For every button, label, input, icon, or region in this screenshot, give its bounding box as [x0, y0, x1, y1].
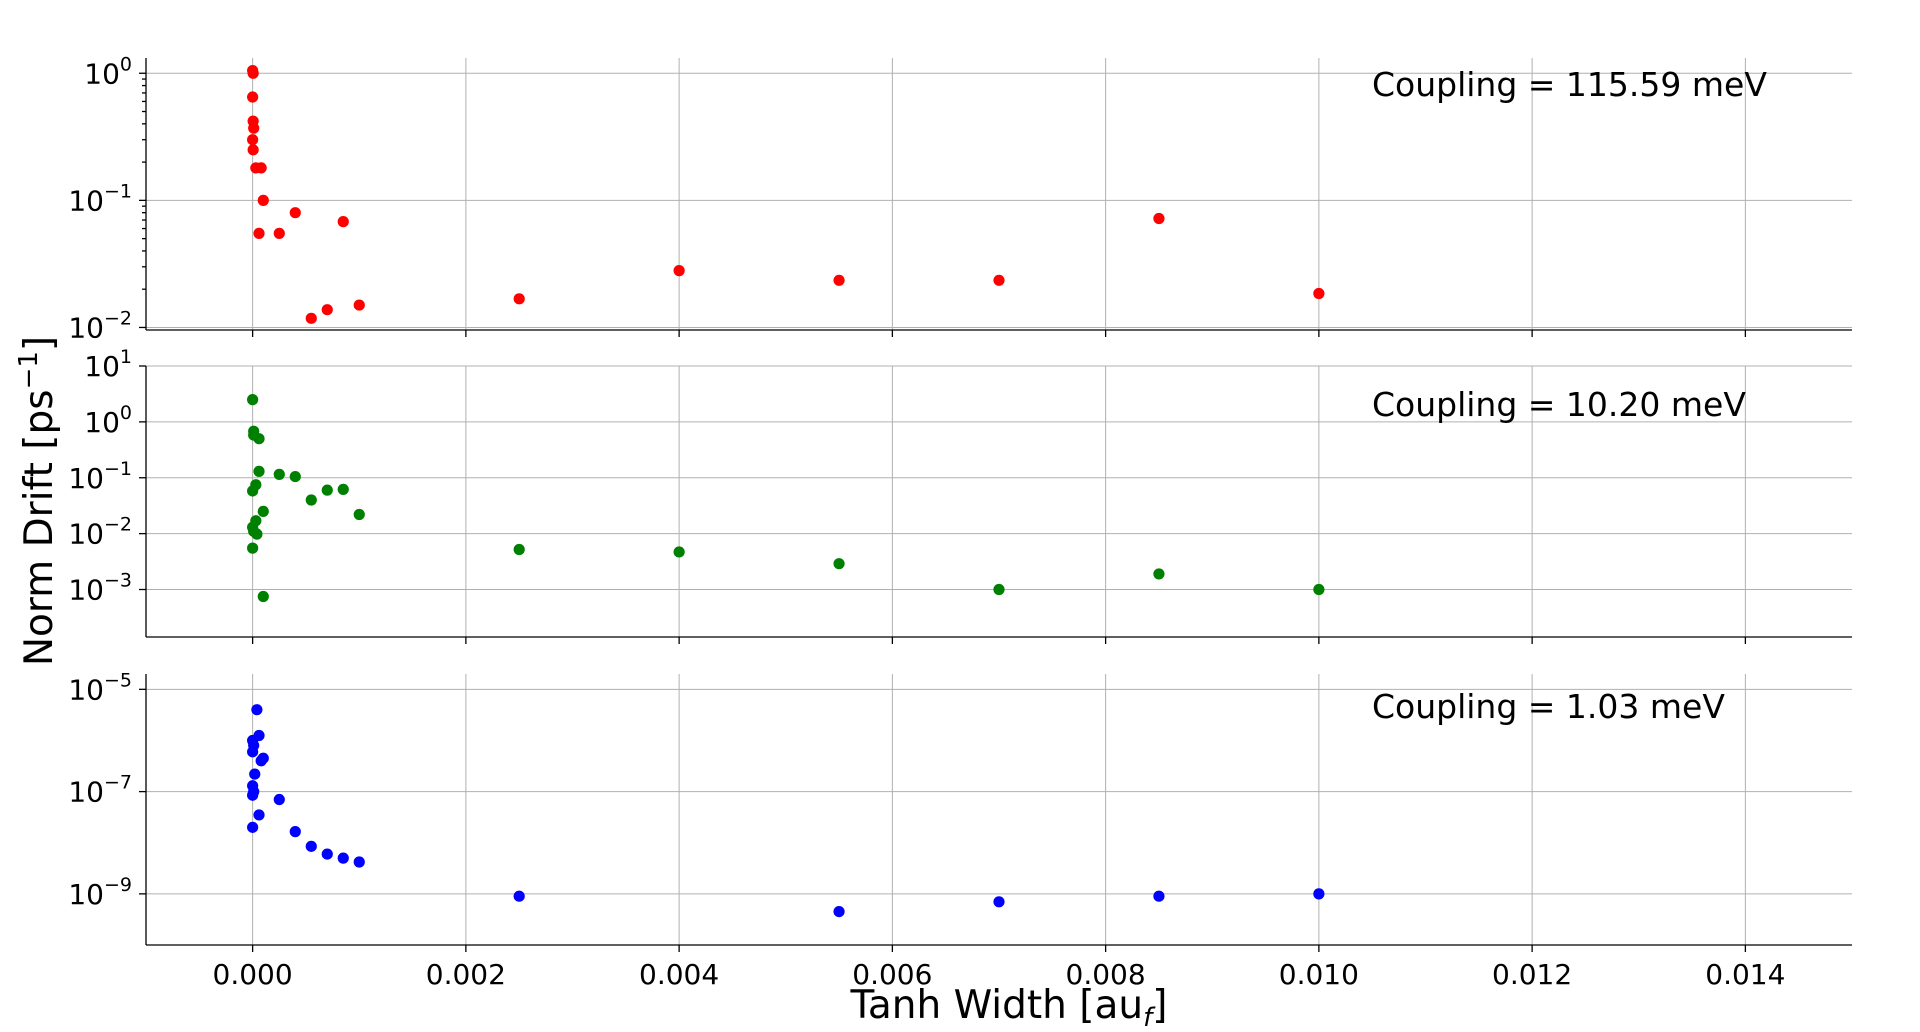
data-point — [253, 729, 265, 742]
data-point — [305, 494, 317, 506]
data-point — [353, 299, 365, 311]
y-tick-label: 10−1 — [68, 180, 132, 217]
y-tick-label: 100 — [84, 53, 132, 90]
data-point — [249, 768, 261, 780]
x-tick-label: 0.004 — [639, 958, 719, 991]
data-point — [247, 485, 259, 497]
data-point — [253, 465, 265, 477]
data-point — [251, 704, 263, 716]
x-tick-label: 0.010 — [1279, 958, 1359, 991]
data-point — [1153, 568, 1165, 580]
data-point — [247, 91, 259, 103]
data-point — [513, 543, 525, 556]
data-point — [993, 896, 1005, 908]
data-point — [337, 852, 349, 864]
data-point — [255, 162, 267, 174]
coupling-annotation: Coupling = 115.59 meV — [1372, 65, 1767, 104]
y-axis-label: Norm Drift [ps−1] — [14, 336, 62, 666]
x-tick-label: 0.002 — [426, 958, 506, 991]
data-point — [513, 293, 525, 305]
data-point — [247, 134, 259, 146]
data-point — [247, 821, 259, 833]
data-point — [253, 433, 265, 445]
data-point — [247, 789, 259, 801]
data-point — [257, 194, 269, 206]
data-point — [257, 590, 269, 603]
y-tick-label: 100 — [84, 402, 132, 439]
data-point — [337, 216, 349, 228]
y-tick-label: 10−2 — [68, 514, 132, 551]
data-point — [255, 755, 267, 767]
data-point — [993, 274, 1005, 286]
y-tick-label: 10−3 — [68, 570, 132, 607]
data-point — [321, 848, 333, 860]
data-point — [253, 809, 265, 821]
data-point — [353, 508, 365, 521]
data-point — [673, 546, 685, 558]
data-point — [289, 826, 301, 838]
coupling-annotation: Coupling = 1.03 meV — [1372, 687, 1725, 726]
x-tick-label: 0.000 — [213, 958, 293, 991]
data-point — [993, 583, 1005, 596]
data-point — [248, 122, 260, 134]
data-point — [1313, 583, 1325, 596]
data-point — [353, 856, 365, 868]
y-tick-label: 10−7 — [68, 772, 132, 809]
data-point — [305, 840, 317, 852]
data-point — [247, 746, 259, 758]
data-point — [833, 274, 845, 286]
data-point — [321, 304, 333, 316]
data-point — [833, 558, 845, 570]
x-axis-label: Tanh Width [auf] — [849, 983, 1167, 1028]
data-point — [513, 890, 525, 902]
data-point — [1313, 287, 1325, 300]
data-point — [257, 505, 269, 517]
x-tick-label: 0.014 — [1705, 958, 1785, 991]
data-point — [253, 227, 265, 239]
y-tick-label: 10−5 — [68, 669, 132, 706]
coupling-annotation: Coupling = 10.20 meV — [1372, 385, 1746, 424]
x-tick-label: 0.006 — [852, 958, 932, 991]
data-point — [1313, 888, 1325, 900]
data-point — [251, 528, 263, 540]
x-tick-label: 0.008 — [1066, 958, 1146, 991]
data-point — [321, 484, 333, 496]
data-point — [247, 67, 259, 79]
data-point — [305, 312, 317, 324]
data-point — [1153, 212, 1165, 225]
data-point — [289, 207, 301, 219]
y-tick-label: 101 — [84, 346, 132, 383]
data-point — [273, 793, 285, 806]
y-tick-label: 10−9 — [68, 874, 132, 911]
data-point — [1153, 890, 1165, 902]
y-tick-label: 10−1 — [68, 458, 132, 495]
data-point — [273, 468, 285, 480]
data-point — [673, 265, 685, 277]
data-point — [337, 483, 349, 495]
y-tick-label: 10−2 — [68, 307, 132, 344]
x-tick-label: 0.012 — [1492, 958, 1572, 991]
data-point — [247, 542, 259, 554]
data-point — [273, 227, 285, 239]
data-point — [833, 905, 845, 918]
data-point — [289, 470, 301, 483]
data-point — [247, 144, 259, 156]
data-point — [247, 394, 259, 406]
